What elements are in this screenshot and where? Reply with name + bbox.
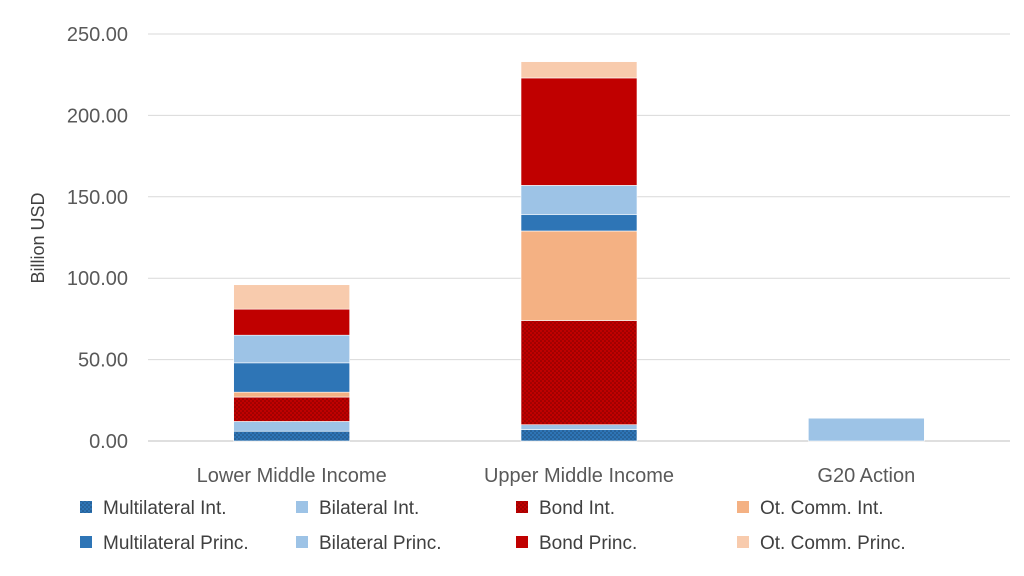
bar-segment xyxy=(233,391,350,398)
legend-swatch xyxy=(80,501,92,513)
legend: Multilateral Int. Bilateral Int. Bond Int.… xyxy=(80,498,906,554)
bar-segment xyxy=(233,308,350,336)
bar-segment xyxy=(520,185,638,216)
bars xyxy=(233,61,925,442)
y-axis-title: Billion USD xyxy=(28,192,48,283)
y-axis-ticks: 0.00 50.00 100.00 150.00 200.00 250.00 xyxy=(67,24,128,453)
x-category-label: Lower Middle Income xyxy=(197,465,387,487)
bar-segment xyxy=(520,424,638,430)
bar-segment xyxy=(233,284,350,310)
bar-segment xyxy=(520,61,638,79)
legend-label: Bilateral Princ. xyxy=(319,533,442,554)
legend-swatch xyxy=(516,536,528,548)
legend-swatch xyxy=(737,536,749,548)
legend-label: Bond Princ. xyxy=(539,533,637,554)
legend-label: Ot. Comm. Princ. xyxy=(760,533,906,554)
legend-label: Multilateral Int. xyxy=(103,498,227,519)
bar-segment xyxy=(520,429,638,442)
x-category-label: Upper Middle Income xyxy=(484,465,674,487)
legend-swatch xyxy=(80,536,92,548)
bar-segment xyxy=(233,430,350,442)
bar-segment xyxy=(520,230,638,321)
bar-segment xyxy=(520,320,638,426)
legend-label: Multilateral Princ. xyxy=(103,533,249,554)
y-tick-label: 50.00 xyxy=(78,350,128,372)
bar-segment xyxy=(233,396,350,422)
legend-swatch xyxy=(516,501,528,513)
y-tick-label: 100.00 xyxy=(67,268,128,290)
legend-swatch xyxy=(296,501,308,513)
y-tick-label: 250.00 xyxy=(67,24,128,46)
y-tick-label: 0.00 xyxy=(89,431,128,453)
legend-swatch xyxy=(296,536,308,548)
legend-label: Ot. Comm. Int. xyxy=(760,498,884,519)
bar-segment xyxy=(808,417,925,442)
legend-swatch xyxy=(737,501,749,513)
legend-label: Bilateral Int. xyxy=(319,498,419,519)
bar-segment xyxy=(233,362,350,393)
bar-segment xyxy=(520,214,638,232)
bar-segment xyxy=(233,334,350,364)
bar-segment xyxy=(233,421,350,432)
x-category-label: G20 Action xyxy=(817,465,915,487)
bar-segment xyxy=(520,77,638,186)
y-tick-label: 200.00 xyxy=(67,105,128,127)
y-tick-label: 150.00 xyxy=(67,187,128,209)
x-axis-categories: Lower Middle Income Upper Middle Income G2… xyxy=(197,465,916,487)
legend-label: Bond Int. xyxy=(539,498,615,519)
